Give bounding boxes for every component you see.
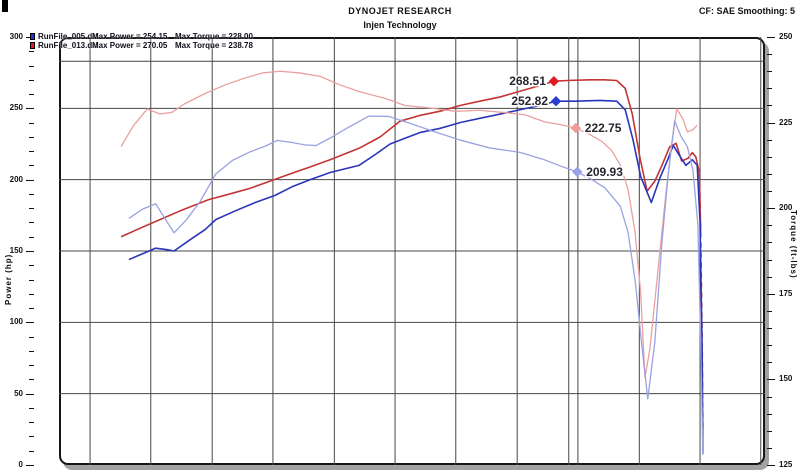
peak-value-label: 222.75 [585,121,622,135]
curve-runfile_005-torque [128,115,704,455]
power-minor-tick [29,208,34,209]
power-minor-tick [29,379,34,380]
torque-minor-tick [767,414,772,415]
left-axis-tick-label: 250 [9,103,23,112]
left-axis-tick-label: 100 [9,317,23,326]
run005-color-chip [30,33,35,40]
torque-major-tick [767,37,775,38]
power-minor-tick [29,365,34,366]
right-axis-tick-label: 200 [779,203,793,212]
power-minor-tick [29,165,34,166]
corner-mark [2,0,8,12]
left-axis-tick-label: 50 [14,389,23,398]
right-axis-tick-label: 150 [779,374,793,383]
power-minor-tick [29,422,34,423]
torque-minor-tick [767,345,772,346]
torque-minor-tick [767,311,772,312]
torque-minor-tick [767,225,772,226]
torque-minor-tick [767,277,772,278]
torque-minor-tick [767,362,772,363]
curve-runfile_013-power [120,78,702,238]
power-minor-tick [29,308,34,309]
torque-major-tick [767,465,775,466]
power-minor-tick [29,123,34,124]
torque-major-tick [767,294,775,295]
right-axis-tick-label: 175 [779,289,793,298]
power-minor-tick [29,265,34,266]
power-minor-tick [29,451,34,452]
peak-value-label: 252.82 [511,94,548,108]
torque-minor-tick [767,71,772,72]
left-axis-tick-label: 200 [9,175,23,184]
right-axis-tick-label: 250 [779,32,793,41]
torque-minor-tick [767,397,772,398]
page-subtitle: Injen Technology [363,20,437,30]
torque-minor-tick [767,448,772,449]
peak-marker [571,166,583,178]
peak-value-label: 209.93 [586,165,623,179]
power-minor-tick [29,94,34,95]
peak-marker [550,95,562,107]
torque-minor-tick [767,260,772,261]
run013-max-power: Max Power = 270.05 [92,41,168,50]
torque-minor-tick [767,242,772,243]
page-title: DYNOJET RESEARCH [348,6,452,16]
right-axis-tick-label: 225 [779,118,793,127]
left-axis-tick-label: 150 [9,246,23,255]
power-major-tick [26,322,34,323]
power-minor-tick [29,294,34,295]
peak-value-label: 268.51 [509,74,546,88]
power-minor-tick [29,337,34,338]
torque-minor-tick [767,140,772,141]
right-axis-tick-label: 125 [779,460,793,469]
peak-marker [548,76,560,87]
torque-axis-title: Torque (ft-lbs) [789,210,798,279]
power-minor-tick [29,80,34,81]
torque-minor-tick [767,431,772,432]
power-minor-tick [29,351,34,352]
power-major-tick [26,251,34,252]
curve-runfile_005-power [128,99,704,454]
power-minor-tick [29,237,34,238]
run005-max-torque: Max Torque = 228.00 [175,32,253,41]
power-minor-tick [29,151,34,152]
torque-major-tick [767,208,775,209]
power-minor-tick [29,66,34,67]
run013-filename: RunFile_013.drf [38,41,99,50]
power-minor-tick [29,280,34,281]
torque-minor-tick [767,328,772,329]
peak-marker [570,122,581,134]
power-major-tick [26,180,34,181]
run013-color-chip [30,42,35,49]
left-axis-tick-label: 300 [9,32,23,41]
power-minor-tick [29,408,34,409]
power-major-tick [26,108,34,109]
torque-major-tick [767,123,775,124]
power-minor-tick [29,222,34,223]
run005-max-power: Max Power = 254.15 [92,32,168,41]
torque-major-tick [767,379,775,380]
run013-max-torque: Max Torque = 238.78 [175,41,253,50]
left-axis-tick-label: 0 [18,460,23,469]
power-minor-tick [29,51,34,52]
dyno-plot-svg: 268.51 252.82 222.75 209.93 [59,37,765,465]
power-major-tick [26,465,34,466]
power-minor-tick [29,436,34,437]
torque-minor-tick [767,88,772,89]
torque-minor-tick [767,105,772,106]
torque-minor-tick [767,174,772,175]
power-minor-tick [29,194,34,195]
correction-smoothing-label: CF: SAE Smoothing: 5 [699,6,795,16]
run005-filename: RunFile_005.drf [38,32,99,41]
torque-minor-tick [767,54,772,55]
torque-minor-tick [767,157,772,158]
torque-minor-tick [767,191,772,192]
curve-runfile_013-torque [120,70,698,379]
power-major-tick [26,394,34,395]
power-minor-tick [29,137,34,138]
